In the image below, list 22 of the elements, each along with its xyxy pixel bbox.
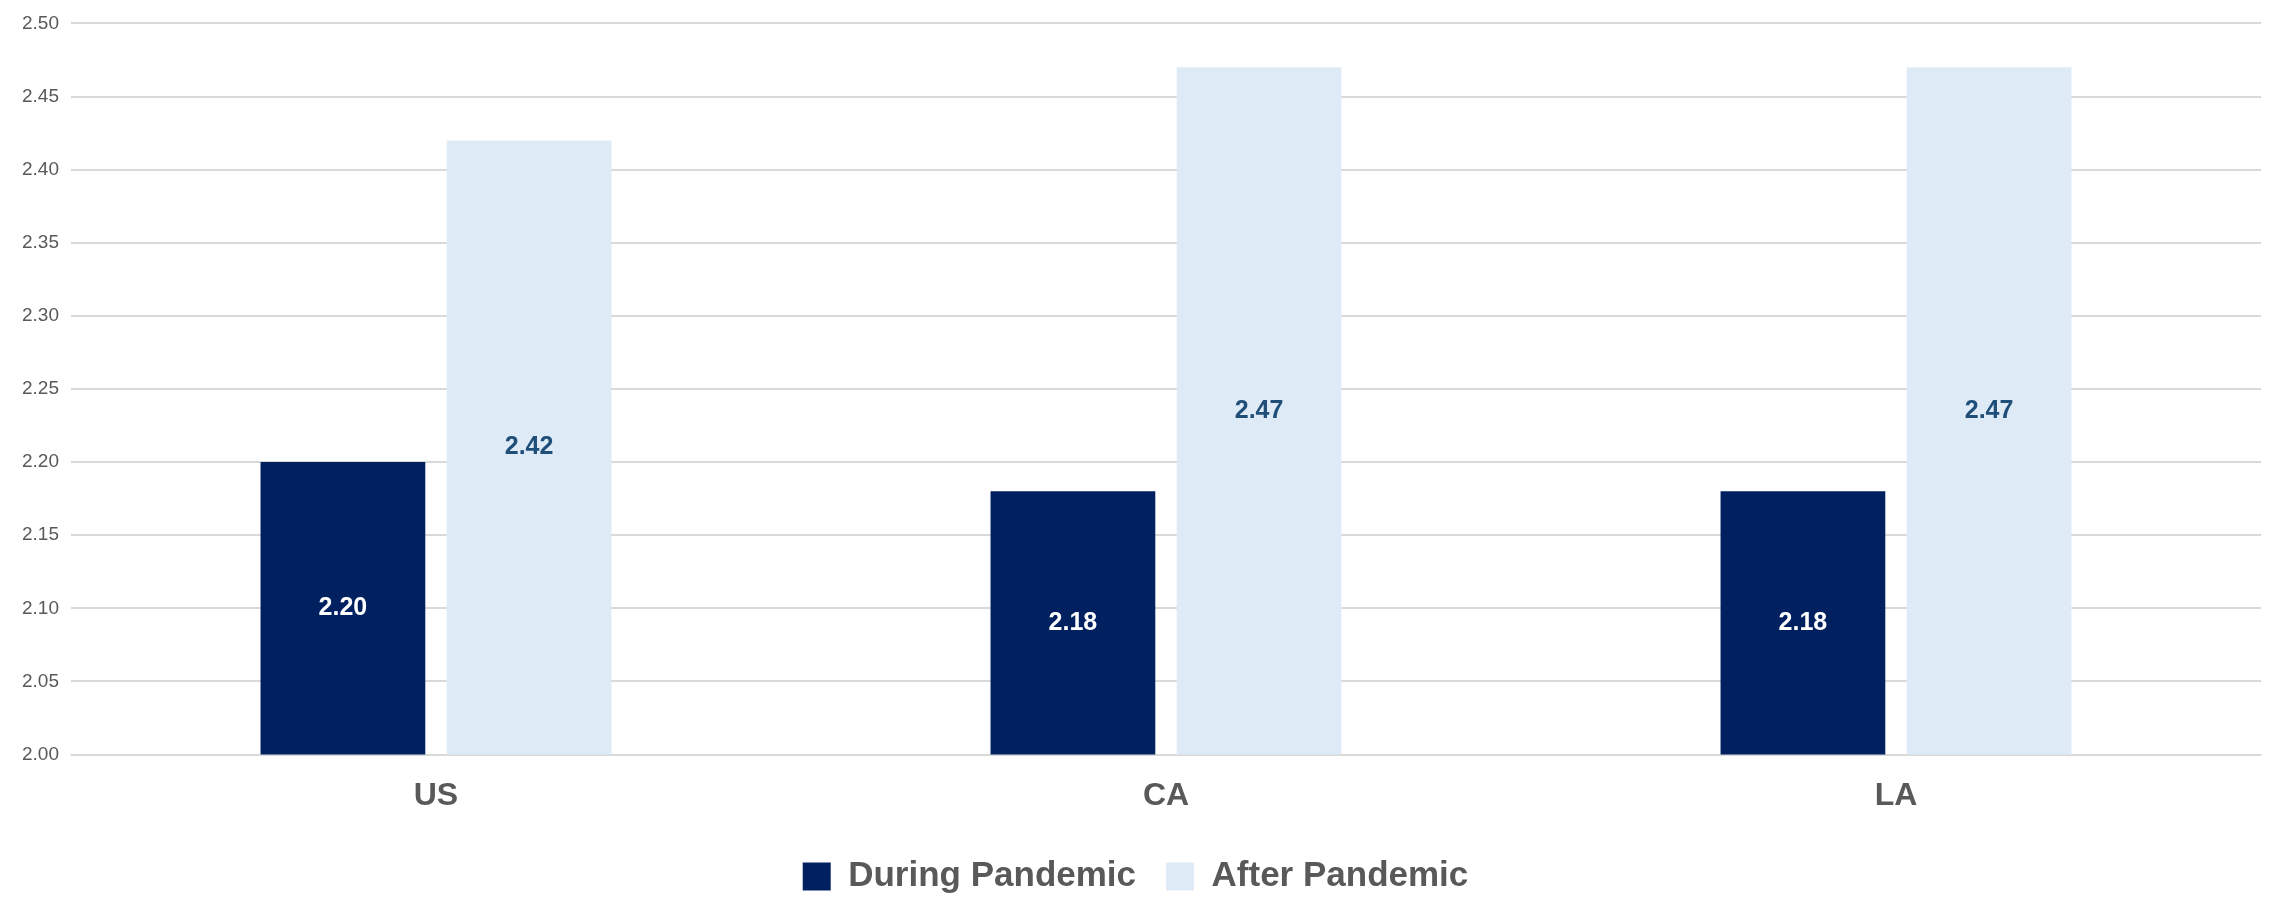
x-tick-label: LA <box>1874 775 1918 812</box>
y-tick-label: 2.15 <box>22 523 59 545</box>
x-tick-label: US <box>413 775 459 812</box>
y-tick-label: 2.35 <box>22 230 59 252</box>
legend-label: During Pandemic <box>848 854 1137 894</box>
data-label: 2.47 <box>1964 394 2014 423</box>
y-tick-label: 2.10 <box>22 596 59 618</box>
y-tick-label: 2.40 <box>22 157 59 179</box>
y-tick-label: 2.05 <box>22 669 59 691</box>
data-label: 2.18 <box>1048 606 1098 635</box>
data-label: 2.18 <box>1778 606 1828 635</box>
y-tick-label: 2.50 <box>22 11 59 33</box>
y-tick-label: 2.30 <box>22 304 59 326</box>
data-label: 2.20 <box>318 592 368 621</box>
y-tick-label: 2.00 <box>22 742 59 764</box>
y-tick-label: 2.20 <box>22 450 59 472</box>
y-tick-label: 2.45 <box>22 84 59 106</box>
x-tick-label: CA <box>1142 775 1190 812</box>
y-tick-label: 2.25 <box>22 377 59 399</box>
data-label: 2.42 <box>504 431 554 460</box>
data-label: 2.47 <box>1234 394 1284 423</box>
legend-label: After Pandemic <box>1211 854 1469 894</box>
